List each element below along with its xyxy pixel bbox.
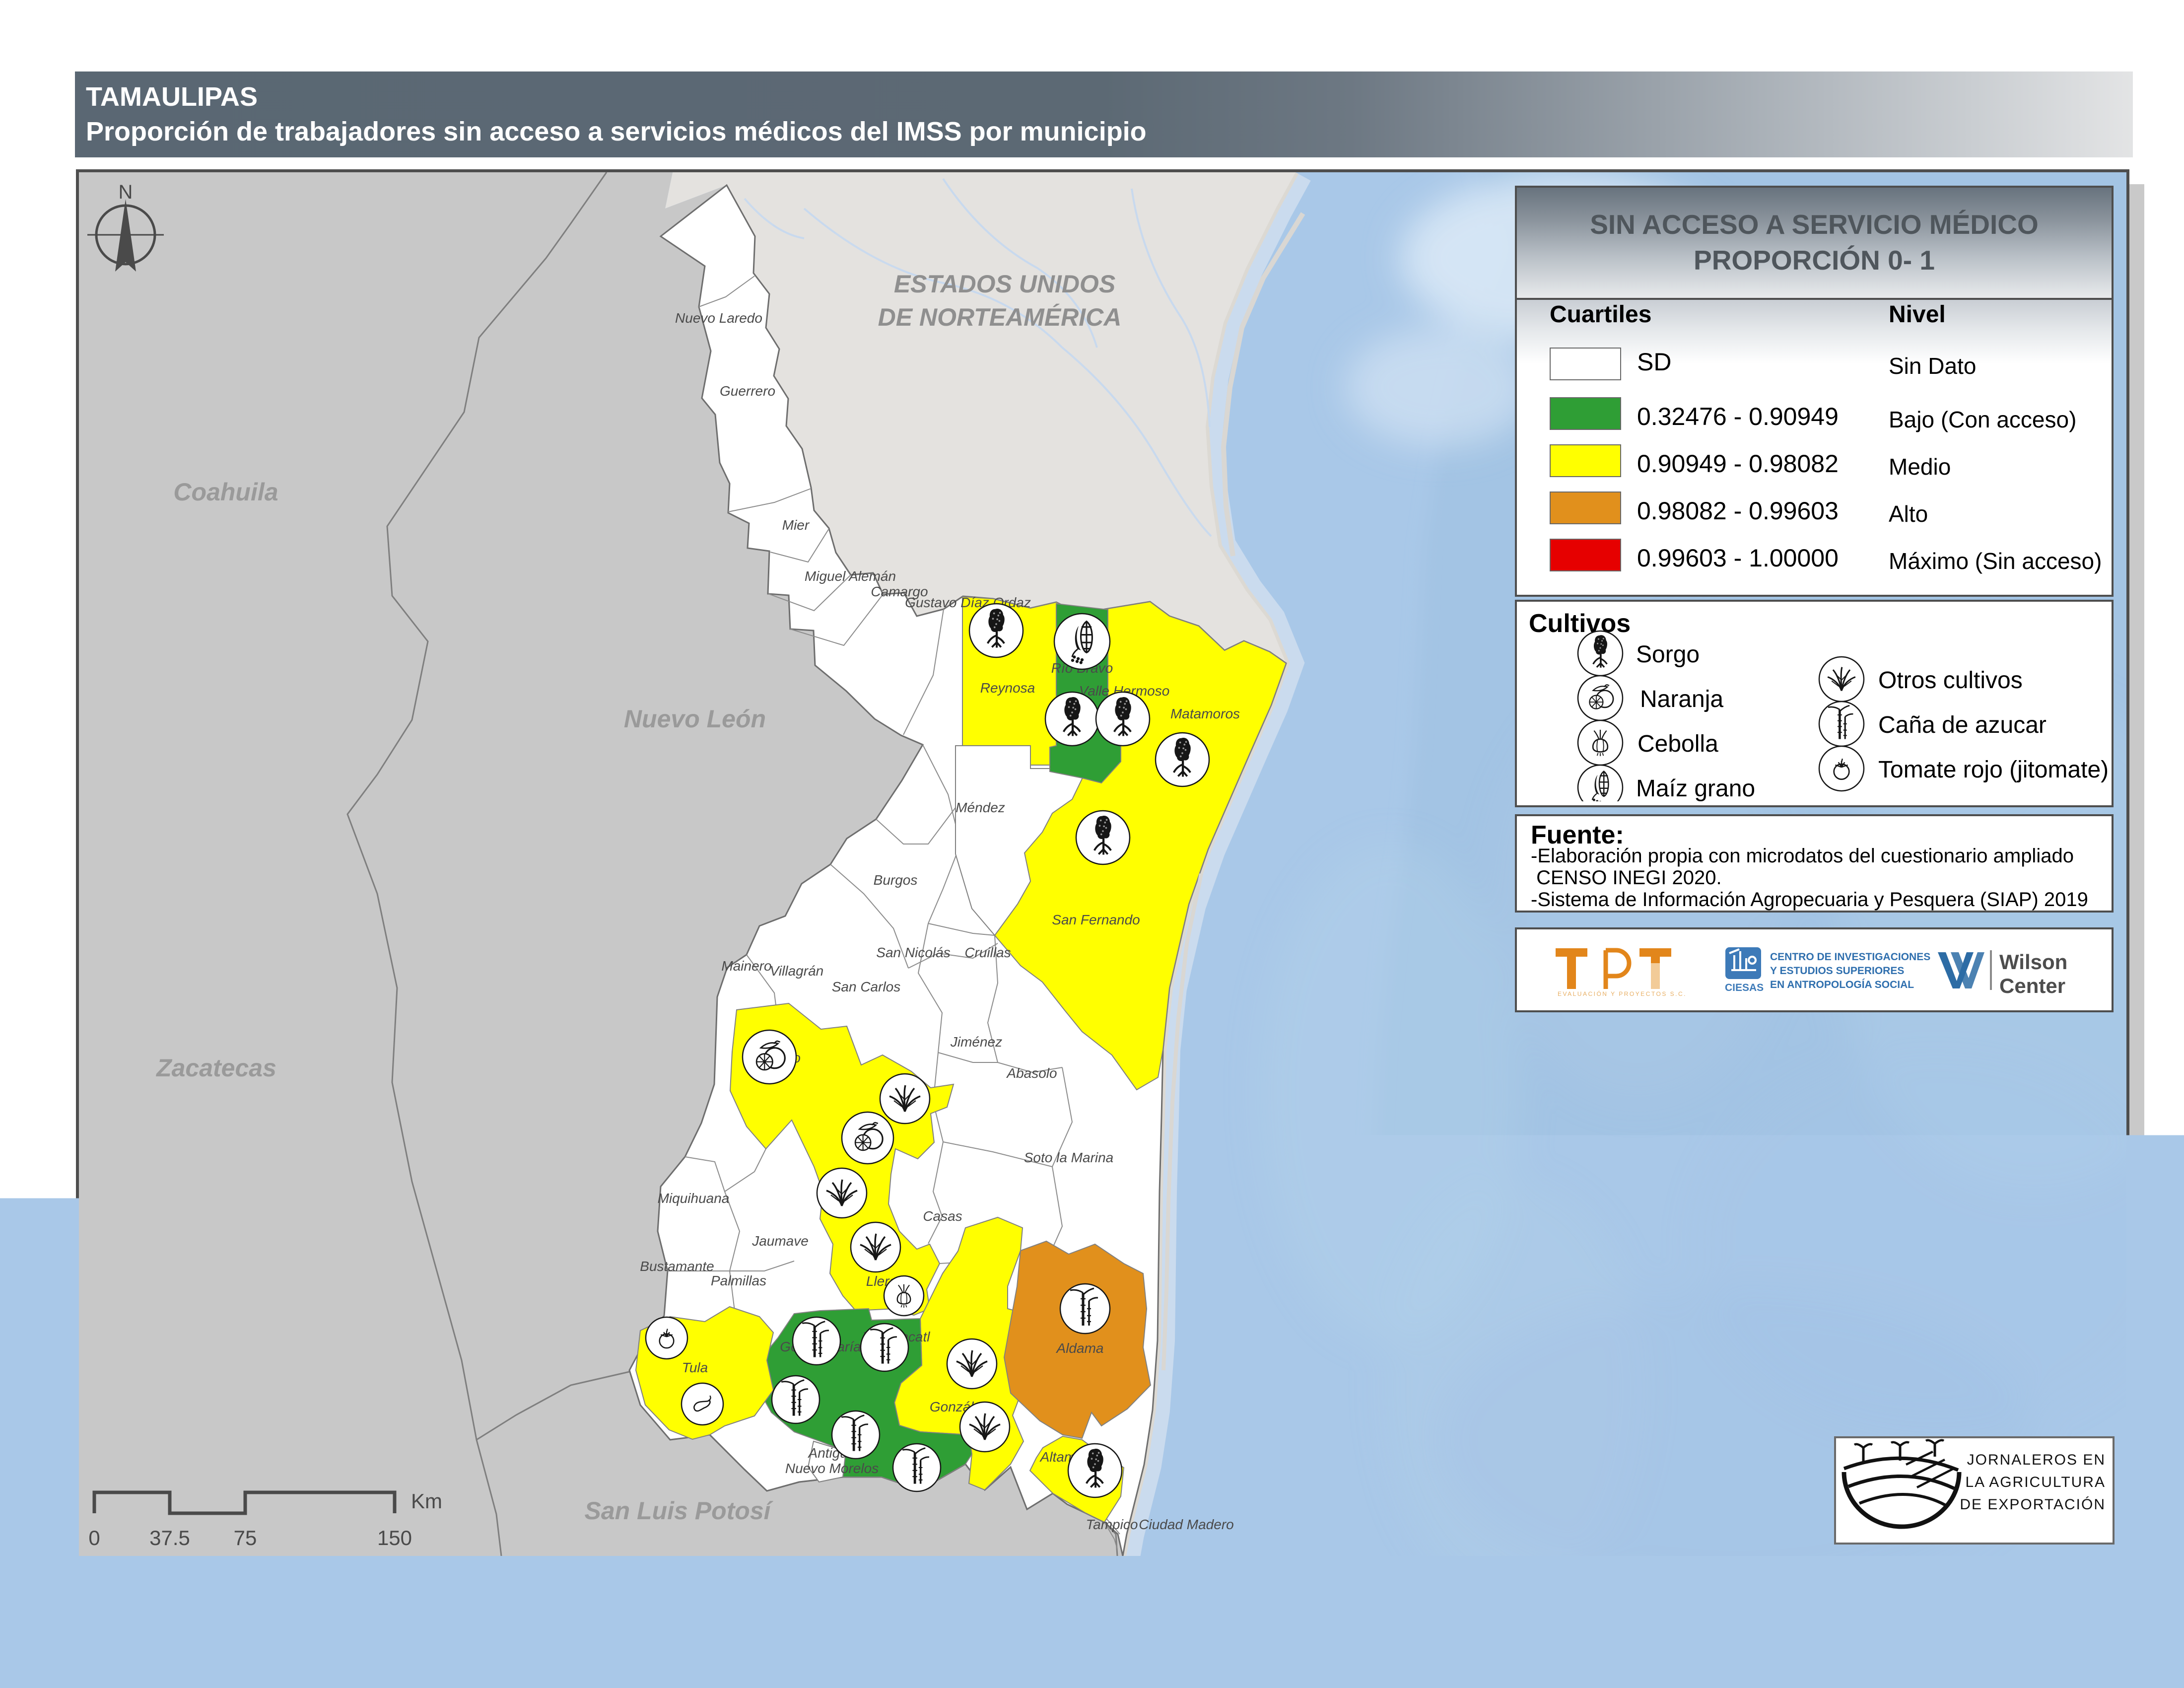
svg-text:Jiménez: Jiménez (950, 1034, 1002, 1050)
svg-text:Km: Km (411, 1489, 442, 1513)
svg-text:LA AGRICULTURA: LA AGRICULTURA (1965, 1474, 2106, 1490)
svg-text:ESTADOS UNIDOS: ESTADOS UNIDOS (894, 270, 1115, 298)
svg-text:Cebolla: Cebolla (1638, 731, 1718, 757)
svg-text:San Nicolás: San Nicolás (876, 945, 950, 960)
svg-text:Naranja: Naranja (1640, 686, 1723, 712)
svg-text:Mainero: Mainero (721, 958, 771, 974)
svg-text:Ciudad Madero: Ciudad Madero (1139, 1517, 1233, 1532)
svg-text:Gustavo Díaz Ordaz: Gustavo Díaz Ordaz (905, 595, 1031, 610)
svg-text:Nuevo León: Nuevo León (624, 705, 766, 733)
svg-text:Y ESTUDIOS SUPERIORES: Y ESTUDIOS SUPERIORES (1770, 965, 1904, 977)
svg-text:Maíz grano: Maíz grano (1636, 775, 1755, 801)
svg-text:Tampico: Tampico (1086, 1517, 1138, 1532)
svg-text:75: 75 (234, 1526, 257, 1549)
svg-text:EN ANTROPOLOGÍA SOCIAL: EN ANTROPOLOGÍA SOCIAL (1770, 979, 1914, 990)
svg-text:Caña de azucar: Caña de azucar (1878, 712, 2047, 738)
svg-text:Villagrán: Villagrán (770, 963, 823, 979)
svg-text:0: 0 (88, 1526, 100, 1549)
svg-text:San Carlos: San Carlos (832, 979, 901, 994)
svg-text:Matamoros: Matamoros (1170, 706, 1240, 721)
svg-text:Mier: Mier (782, 517, 810, 533)
svg-text:Burgos: Burgos (874, 872, 918, 888)
svg-text:Méndez: Méndez (956, 800, 1005, 815)
svg-text:Reynosa: Reynosa (980, 680, 1035, 696)
svg-text:Palmillas: Palmillas (711, 1273, 766, 1288)
svg-text:Miquihuana: Miquihuana (658, 1191, 730, 1206)
svg-text:N: N (119, 181, 133, 203)
svg-text:37.5: 37.5 (149, 1526, 190, 1549)
svg-text:Center: Center (1999, 974, 2065, 997)
svg-text:Abasolo: Abasolo (1006, 1065, 1057, 1081)
svg-text:Aldama: Aldama (1056, 1340, 1104, 1356)
svg-text:DE NORTEAMÉRICA: DE NORTEAMÉRICA (878, 303, 1122, 331)
svg-text:Tomate rojo (jitomate): Tomate rojo (jitomate) (1878, 757, 2108, 783)
svg-text:CIESAS: CIESAS (1725, 982, 1764, 993)
svg-text:Cruillas: Cruillas (964, 945, 1011, 960)
svg-text:Otros cultivos: Otros cultivos (1878, 667, 2023, 694)
svg-text:JORNALEROS EN: JORNALEROS EN (1967, 1452, 2106, 1468)
svg-text:Wilson: Wilson (1999, 950, 2067, 974)
svg-text:Zacatecas: Zacatecas (155, 1054, 276, 1082)
svg-text:Guerrero: Guerrero (720, 383, 775, 399)
svg-text:Jaumave: Jaumave (751, 1233, 809, 1249)
svg-text:Tula: Tula (682, 1360, 708, 1375)
svg-text:Coahuila: Coahuila (173, 478, 278, 506)
svg-text:150: 150 (377, 1526, 412, 1549)
svg-text:Miguel Alemán: Miguel Alemán (805, 568, 896, 584)
svg-text:Nuevo Laredo: Nuevo Laredo (675, 310, 762, 326)
svg-text:Soto la Marina: Soto la Marina (1024, 1150, 1114, 1165)
svg-text:EVALUACIÓN Y PROYECTOS S.C.: EVALUACIÓN Y PROYECTOS S.C. (1558, 990, 1687, 997)
svg-text:CENTRO DE INVESTIGACIONES: CENTRO DE INVESTIGACIONES (1770, 951, 1930, 963)
svg-text:Casas: Casas (923, 1208, 962, 1224)
svg-text:Nuevo Morelos: Nuevo Morelos (785, 1461, 879, 1476)
svg-text:San Fernando: San Fernando (1052, 912, 1140, 927)
svg-text:San Luis Potosí: San Luis Potosí (584, 1497, 773, 1525)
svg-text:DE EXPORTACIÓN: DE EXPORTACIÓN (1960, 1496, 2106, 1513)
svg-text:Sorgo: Sorgo (1636, 641, 1700, 668)
svg-text:Bustamante: Bustamante (640, 1259, 714, 1274)
